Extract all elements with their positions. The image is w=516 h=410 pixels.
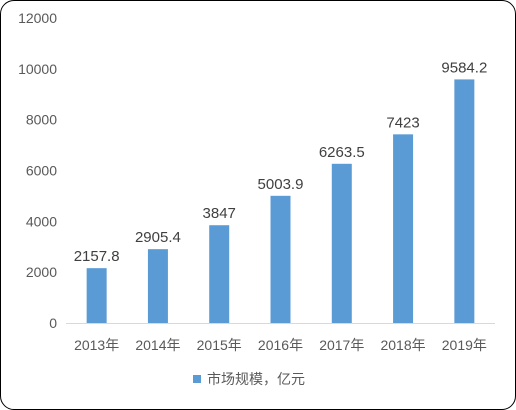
data-label: 7423 [386, 114, 419, 131]
data-labels-group: 2157.8 2905.4 3847 5003.9 6263.5 7423 9584.2 [74, 59, 488, 265]
bar [270, 195, 291, 323]
y-tick-label: 2000 [26, 264, 57, 280]
x-tick-label: 2019年 [442, 337, 487, 353]
x-tick-label: 2013年 [74, 337, 119, 353]
x-tick-label: 2018年 [380, 337, 425, 353]
x-axis-ticks: 2013年 2014年 2015年 2016年 2017年 2018年 2019年 [74, 337, 487, 353]
data-label: 5003.9 [258, 176, 304, 193]
x-tick-label: 2017年 [319, 337, 364, 353]
bar [454, 79, 475, 323]
legend: 市场规模，亿元 [193, 371, 305, 388]
x-tick-label: 2015年 [197, 337, 242, 353]
y-tick-label: 0 [49, 315, 57, 331]
data-label: 2905.4 [135, 229, 181, 246]
y-tick-label: 6000 [26, 163, 57, 179]
y-axis-ticks: 0 2000 4000 6000 8000 10000 12000 [18, 10, 57, 331]
bars-group [86, 79, 475, 323]
y-tick-label: 10000 [18, 61, 57, 77]
data-label: 9584.2 [441, 59, 487, 76]
y-tick-label: 8000 [26, 112, 57, 128]
data-label: 3847 [203, 205, 236, 222]
data-label: 6263.5 [319, 144, 365, 161]
legend-swatch [193, 375, 201, 383]
data-label: 2157.8 [74, 248, 120, 265]
bar [331, 163, 352, 323]
y-tick-label: 4000 [26, 213, 57, 229]
legend-label: 市场规模，亿元 [207, 371, 305, 388]
bar [147, 249, 168, 323]
y-tick-label: 12000 [18, 10, 57, 26]
bar [393, 134, 414, 323]
bar [86, 268, 107, 323]
x-tick-label: 2016年 [258, 337, 303, 353]
x-tick-label: 2014年 [135, 337, 180, 353]
bar [209, 225, 230, 323]
